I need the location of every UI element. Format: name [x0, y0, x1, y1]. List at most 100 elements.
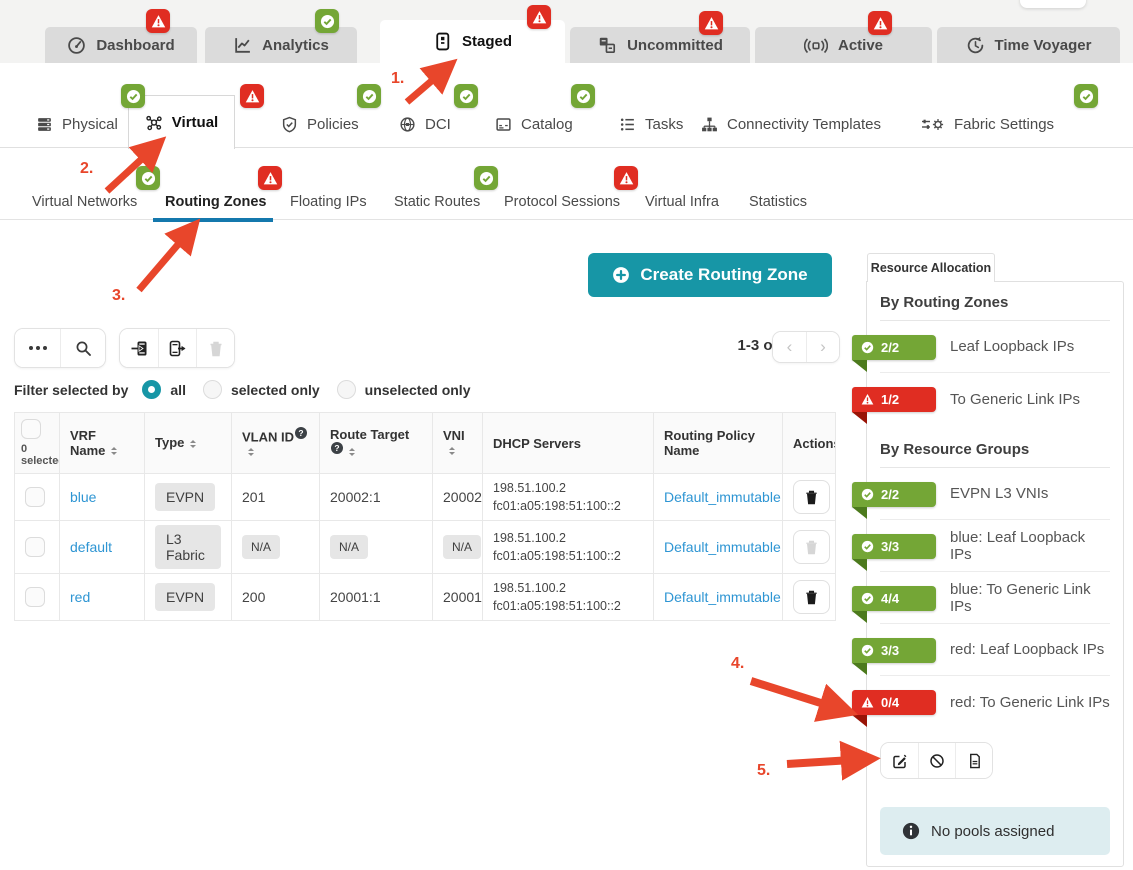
selected-count: 0 selected — [21, 443, 59, 467]
radio-unselected-only[interactable] — [336, 380, 356, 399]
chart-icon — [235, 37, 251, 53]
file-icon — [969, 753, 980, 768]
resource-item[interactable]: 2/2 EVPN L3 VNIs — [852, 468, 1110, 520]
status-ribbon: 1/2 — [852, 387, 936, 412]
col-route-target[interactable]: Route Target? — [319, 412, 433, 474]
delete-row-button[interactable] — [793, 580, 830, 614]
vrf-link[interactable]: blue — [70, 489, 97, 505]
chevron-right-icon: › — [820, 337, 826, 356]
col-vlan-id[interactable]: VLAN ID? — [231, 412, 320, 474]
resource-item[interactable]: 4/4 blue: To Generic Link IPs — [852, 572, 1110, 624]
sort-icon[interactable] — [111, 444, 118, 458]
tab-connectivity-templates[interactable]: Connectivity Templates — [701, 107, 881, 141]
next-page-button[interactable]: › — [806, 332, 839, 362]
radio-selected-only[interactable] — [202, 380, 222, 399]
resource-item[interactable]: 3/3 red: Leaf Loopback IPs — [852, 624, 1110, 676]
tab-catalog[interactable]: Catalog — [495, 107, 573, 141]
tab-label: Catalog — [521, 115, 573, 133]
edit-allocation-button[interactable] — [881, 743, 918, 778]
routing-policy-link[interactable]: Default_immutable — [664, 489, 781, 505]
tab-routing-zones[interactable]: Routing Zones — [165, 191, 267, 213]
tab-label: Uncommitted — [627, 36, 723, 54]
tab-time-voyager[interactable]: Time Voyager — [937, 27, 1120, 63]
export-button[interactable] — [158, 329, 196, 367]
radio-selected-only-label[interactable]: selected only — [230, 381, 320, 398]
tab-uncommitted[interactable]: Uncommitted — [570, 27, 750, 63]
tab-policies[interactable]: Policies — [281, 107, 359, 141]
tab-resource-allocation[interactable]: Resource Allocation — [867, 253, 995, 282]
type-chip: EVPN — [155, 583, 216, 611]
ribbon-fold — [852, 559, 867, 571]
row-checkbox[interactable] — [25, 487, 45, 507]
cutoff-element — [1020, 0, 1086, 8]
row-checkbox[interactable] — [25, 587, 45, 607]
row-checkbox[interactable] — [25, 537, 45, 557]
radio-all-label[interactable]: all — [170, 381, 186, 398]
status-badge-static-routes-ok — [474, 166, 498, 190]
search-icon — [76, 341, 91, 356]
tune-gear-icon — [922, 118, 944, 130]
search-button[interactable] — [60, 329, 105, 367]
tab-tasks[interactable]: Tasks — [619, 107, 683, 141]
type-chip: L3 Fabric — [155, 525, 221, 569]
col-routing-policy: Routing Policy Name — [653, 412, 783, 474]
col-type[interactable]: Type — [144, 412, 232, 474]
resource-item[interactable]: 1/2 To Generic Link IPs — [852, 373, 1110, 425]
sort-icon[interactable] — [190, 437, 197, 451]
vrf-link[interactable]: default — [70, 539, 113, 555]
sort-icon[interactable] — [349, 445, 355, 459]
ribbon-fold — [852, 611, 867, 623]
globe-grid-icon — [400, 116, 415, 132]
tab-active[interactable]: Active — [755, 27, 932, 63]
tab-analytics[interactable]: Analytics — [205, 27, 357, 63]
tab-label: Static Routes — [394, 194, 481, 210]
more-options-button[interactable] — [15, 329, 60, 367]
routing-policy-link[interactable]: Default_immutable — [664, 539, 781, 555]
tab-floating-ips[interactable]: Floating IPs — [290, 191, 367, 213]
tab-dci[interactable]: DCI — [399, 107, 451, 141]
ban-icon — [930, 753, 944, 768]
routing-zones-table: 0 selected VRF Name Type VLAN ID? Route … — [14, 412, 836, 621]
prev-page-button[interactable]: ‹ — [773, 332, 806, 362]
resource-item[interactable]: 3/3 blue: Leaf Loopback IPs — [852, 520, 1110, 572]
clear-allocation-button[interactable] — [918, 743, 955, 778]
sort-icon[interactable] — [248, 445, 254, 459]
vrf-link[interactable]: red — [70, 589, 91, 605]
column-label: Route Target — [330, 426, 410, 442]
col-vrf-name[interactable]: VRF Name — [59, 412, 145, 474]
dhcp-servers: 198.51.100.2 fc01:a05:198:51:100::2 — [493, 480, 621, 513]
sort-icon[interactable] — [449, 444, 455, 458]
delete-row-button[interactable] — [793, 480, 830, 514]
tab-virtual-infra[interactable]: Virtual Infra — [645, 191, 719, 213]
column-label: VNI — [443, 427, 465, 443]
ribbon-fold — [852, 507, 867, 519]
table-row: blue EVPN 201 20002:1 20002 198.51.100.2… — [14, 473, 836, 521]
no-pools-text: No pools assigned — [931, 822, 1055, 840]
delete-selected-button[interactable] — [196, 329, 234, 367]
create-routing-zone-button[interactable]: Create Routing Zone — [588, 253, 832, 297]
routing-policy-link[interactable]: Default_immutable — [664, 589, 781, 605]
blueprint-section-tabs: Physical Virtual Policies DCI Catalog Ta… — [0, 63, 1133, 149]
tab-physical[interactable]: Physical — [36, 107, 118, 141]
tab-dashboard[interactable]: Dashboard — [45, 27, 197, 63]
report-button[interactable] — [955, 743, 992, 778]
vni-value: N/A — [443, 535, 482, 559]
help-icon[interactable]: ? — [295, 426, 307, 439]
import-button[interactable] — [120, 329, 158, 367]
tab-label: Staged — [461, 33, 512, 50]
radio-unselected-only-label[interactable]: unselected only — [364, 381, 471, 398]
task-list-icon — [620, 117, 634, 131]
select-all-checkbox[interactable] — [21, 419, 41, 439]
radio-all[interactable] — [142, 380, 162, 399]
tab-virtual-networks[interactable]: Virtual Networks — [32, 191, 137, 213]
help-icon[interactable]: ? — [331, 441, 343, 454]
resource-item[interactable]: 2/2 Leaf Loopback IPs — [852, 321, 1110, 373]
tab-fabric-settings[interactable]: Fabric Settings — [921, 107, 1054, 141]
tab-static-routes[interactable]: Static Routes — [394, 191, 480, 213]
tab-protocol-sessions[interactable]: Protocol Sessions — [504, 191, 620, 213]
col-vni[interactable]: VNI — [432, 412, 483, 474]
resource-item-selected[interactable]: 0/4 red: To Generic Link IPs — [852, 676, 1110, 728]
chevron-left-icon: ‹ — [786, 337, 793, 356]
tab-statistics[interactable]: Statistics — [749, 191, 807, 213]
select-all-header[interactable]: 0 selected — [14, 412, 60, 474]
